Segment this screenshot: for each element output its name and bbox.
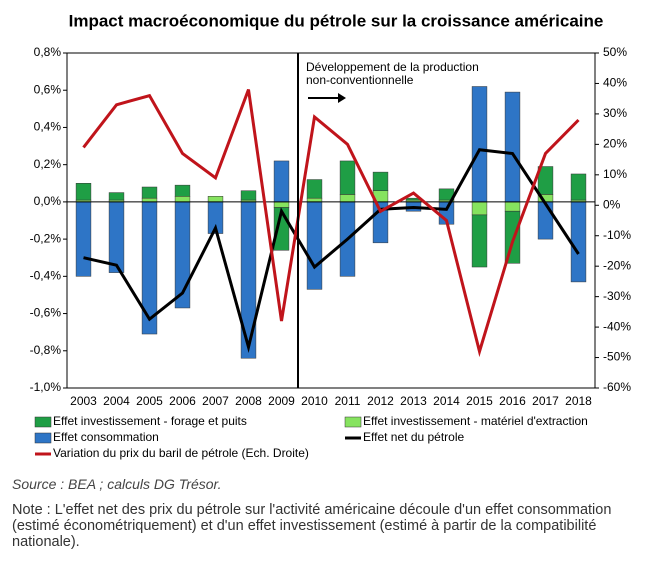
bar (108, 201, 125, 273)
bar (504, 91, 521, 203)
y-tick-label: 0,0% (34, 194, 62, 208)
legend-label: Effet consommation (53, 430, 159, 444)
x-tick-label: 2005 (136, 394, 163, 408)
bar (537, 201, 554, 240)
y2-tick-label: -40% (603, 319, 631, 333)
legend-label: Effet investissement - forage et puits (53, 414, 247, 428)
bar (570, 173, 587, 201)
bar (141, 197, 158, 203)
bar (306, 179, 323, 199)
line-series (83, 148, 580, 354)
y-tick-label: 0,4% (34, 120, 62, 134)
x-tick-label: 2015 (466, 394, 493, 408)
x-tick-label: 2016 (499, 394, 526, 408)
x-tick-label: 2006 (169, 394, 196, 408)
x-tick-label: 2012 (367, 394, 394, 408)
legend-label: Variation du prix du baril de pétrole (E… (53, 446, 309, 460)
bar (207, 196, 224, 203)
y2-tick-label: 20% (603, 137, 627, 151)
y2-tick-label: -60% (603, 380, 631, 394)
bar (339, 160, 356, 195)
bar (108, 192, 125, 201)
y2-tick-label: 50% (603, 45, 627, 59)
y2-tick-label: -30% (603, 289, 631, 303)
bar (471, 214, 488, 268)
y-tick-label: 0,6% (34, 82, 62, 96)
source: Source : BEA ; calculs DG Trésor. (12, 476, 222, 492)
x-tick-label: 2011 (335, 394, 361, 408)
chart-title: Impact macroéconomique du pétrole sur la… (69, 11, 604, 30)
y-tick-label: -1,0% (30, 380, 62, 394)
legend-label: Effet net du pétrole (363, 430, 465, 444)
x-tick-label: 2018 (565, 394, 592, 408)
y2-tick-label: -20% (603, 258, 631, 272)
plot-frame (66, 52, 596, 389)
x-tick-label: 2014 (433, 394, 460, 408)
y-tick-label: -0,4% (30, 269, 62, 283)
bar (141, 186, 158, 199)
bar (306, 197, 323, 203)
x-tick-label: 2008 (235, 394, 262, 408)
x-tick-label: 2013 (400, 394, 427, 408)
x-tick-label: 2009 (268, 394, 295, 408)
y2-tick-label: 30% (603, 106, 627, 120)
annotation: non-conventionnelle (306, 73, 414, 87)
bar (471, 86, 488, 203)
y2-tick-label: 0% (603, 197, 621, 211)
legend-label: Effet investissement - matériel d'extrac… (363, 414, 588, 428)
chart: Impact macroéconomique du pétrole sur la… (30, 11, 632, 460)
legend-swatch (34, 432, 52, 444)
bar (174, 184, 191, 197)
y2-tick-label: 10% (603, 167, 627, 181)
note: Note : L'effet net des prix du pétrole s… (12, 502, 612, 550)
y-tick-label: -0,2% (30, 231, 62, 245)
y-tick-label: 0,2% (34, 157, 62, 171)
y2-tick-label: -10% (603, 228, 631, 242)
x-tick-label: 2003 (70, 394, 97, 408)
bar (372, 171, 389, 191)
y2-tick-label: 40% (603, 76, 627, 90)
x-tick-label: 2010 (301, 394, 328, 408)
line-series (82, 89, 580, 358)
bar (273, 201, 290, 208)
bar (306, 201, 323, 290)
legend-swatch (34, 416, 52, 428)
legend-swatch (344, 416, 362, 428)
y-tick-label: -0,8% (30, 343, 62, 357)
x-tick-label: 2007 (202, 394, 229, 408)
bar (240, 190, 257, 201)
bar (273, 160, 290, 203)
arrow-head (338, 93, 346, 103)
bar (240, 201, 257, 359)
bar (504, 201, 521, 212)
bar (570, 201, 587, 283)
bar (471, 201, 488, 216)
y2-tick-label: -50% (603, 350, 631, 364)
bar (75, 201, 92, 277)
x-tick-label: 2017 (532, 394, 559, 408)
bar (537, 166, 554, 195)
bar (75, 183, 92, 201)
y-tick-label: -0,6% (30, 306, 62, 320)
bar (174, 196, 191, 203)
x-tick-label: 2004 (103, 394, 130, 408)
bar (339, 194, 356, 203)
annotation: Développement de la production (306, 60, 479, 74)
y-tick-label: 0,8% (34, 45, 62, 59)
